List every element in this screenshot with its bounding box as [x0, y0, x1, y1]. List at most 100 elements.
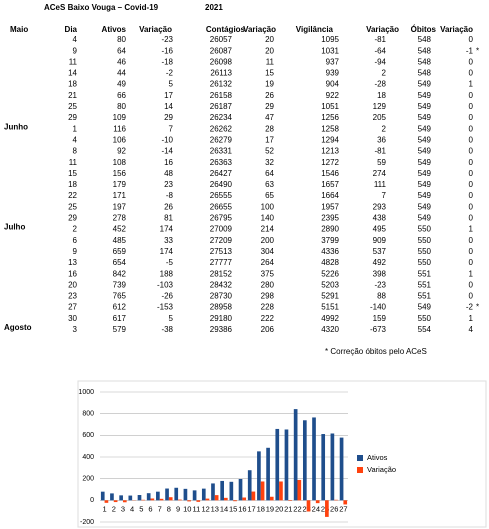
cell: 1957 — [321, 202, 339, 211]
cell: 15 — [68, 169, 77, 178]
cell: 937 — [326, 57, 340, 66]
legend-label: Ativos — [367, 453, 388, 462]
cell: 549 — [418, 191, 432, 200]
cell: 548 — [418, 46, 432, 55]
cell: 179 — [113, 180, 127, 189]
bar — [266, 447, 270, 501]
cell: 15 — [265, 69, 274, 78]
bar — [334, 499, 338, 501]
cell: 222 — [261, 314, 275, 323]
cell: 654 — [113, 258, 127, 267]
bar — [251, 491, 256, 501]
cell: 65 — [265, 191, 274, 200]
cell: 26795 — [210, 214, 233, 223]
cell: -673 — [370, 325, 387, 334]
cell: 549 — [418, 80, 432, 89]
month-label: Junho — [4, 122, 28, 131]
cell: 1 — [469, 80, 474, 89]
cell: 0 — [469, 102, 474, 111]
cell: 765 — [113, 292, 127, 301]
cell: 2 — [382, 69, 387, 78]
x-tick-label: 20 — [275, 504, 283, 513]
legend-swatch — [357, 455, 363, 461]
cell: 140 — [261, 214, 275, 223]
x-tick-label: 2 — [112, 504, 116, 513]
cell: 579 — [113, 325, 127, 334]
bar — [269, 496, 274, 501]
cell: 842 — [113, 269, 127, 278]
cell: 13 — [68, 258, 77, 267]
cell: 0 — [469, 91, 474, 100]
cell: 280 — [261, 280, 275, 289]
cell: -23 — [374, 280, 386, 289]
bar — [137, 495, 142, 501]
cell: 278 — [113, 214, 127, 223]
cell: 200 — [261, 236, 275, 245]
legend-swatch — [357, 467, 363, 473]
column-header: Vigilância — [296, 25, 334, 34]
x-tick-label: 11 — [193, 504, 201, 513]
cell: 1095 — [321, 35, 339, 44]
cell: 11 — [69, 158, 78, 167]
cell: 1294 — [321, 135, 339, 144]
cell: 617 — [113, 314, 127, 323]
cell: 30 — [68, 314, 77, 323]
cell: 11 — [69, 57, 78, 66]
x-tick-label: 26 — [330, 504, 338, 513]
y-tick-label: 600 — [82, 432, 94, 439]
cell: 549 — [418, 113, 432, 122]
cell: 554 — [418, 325, 432, 334]
bar — [119, 495, 123, 501]
cell: 550 — [418, 225, 432, 234]
cell: 0 — [469, 280, 474, 289]
cell: 0 — [469, 169, 474, 178]
cell: 1657 — [321, 180, 339, 189]
cell: 100 — [261, 202, 275, 211]
cell: 92 — [117, 147, 126, 156]
cell: 0 — [469, 147, 474, 156]
cell: 109 — [113, 113, 127, 122]
column-header: Variação — [139, 25, 172, 34]
cell: 27209 — [210, 236, 233, 245]
cell: -2 — [166, 69, 174, 78]
cell: 188 — [160, 269, 174, 278]
cell: 0 — [469, 258, 474, 267]
x-tick-label: 3 — [121, 504, 125, 513]
cell: 36 — [377, 135, 386, 144]
column-header: Variação — [243, 25, 276, 34]
cell: 26132 — [210, 80, 233, 89]
cell: 33 — [164, 236, 173, 245]
cell: 5 — [169, 314, 174, 323]
cell: -28 — [374, 80, 386, 89]
cell: 28432 — [210, 280, 233, 289]
x-tick-label: 24 — [312, 504, 320, 513]
bar — [247, 470, 252, 501]
bar — [312, 417, 316, 501]
cell: 550 — [418, 247, 432, 256]
cell: -23 — [161, 35, 173, 44]
cell: 550 — [418, 314, 432, 323]
cell: 550 — [418, 258, 432, 267]
bar — [233, 500, 237, 502]
flag: * — [476, 46, 479, 55]
cell: 174 — [160, 247, 174, 256]
cell: 1 — [469, 269, 474, 278]
cell: 28152 — [210, 269, 233, 278]
cell: 106 — [113, 135, 127, 144]
cell: 0 — [469, 135, 474, 144]
cell: 26234 — [210, 113, 233, 122]
bar — [214, 495, 219, 501]
bar — [211, 483, 215, 501]
cell: -5 — [166, 258, 174, 267]
bar — [242, 497, 247, 501]
column-header: Variação — [366, 25, 399, 34]
cell: 206 — [261, 325, 275, 334]
cell: 26098 — [210, 57, 233, 66]
cell: 29 — [164, 113, 173, 122]
y-tick-label: 1000 — [78, 389, 94, 396]
bar — [330, 433, 335, 501]
cell: 26262 — [210, 124, 233, 133]
cell: 398 — [373, 269, 387, 278]
cell: 2890 — [321, 225, 339, 234]
cell: 549 — [418, 102, 432, 111]
